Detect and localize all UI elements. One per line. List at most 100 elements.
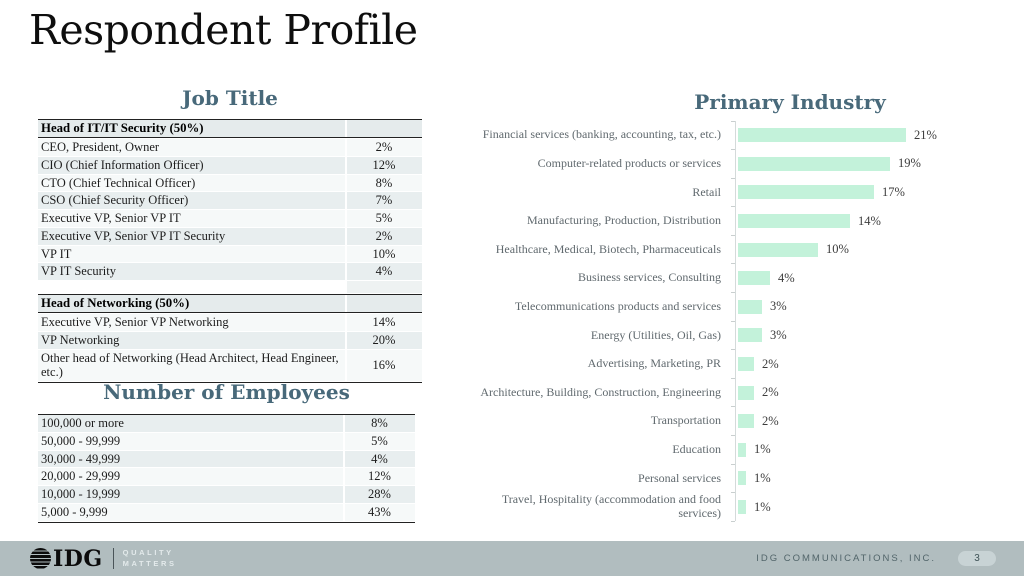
row-value: 12% (345, 468, 415, 485)
employees-table: 100,000 or more 8% 50,000 - 99,999 5% 30,000… (38, 414, 415, 523)
row-label: VP Networking (38, 331, 345, 349)
footer: IDG QUALITY MATTERS IDG COMMUNICATIONS, … (0, 541, 1024, 576)
bar-track: 2% (731, 349, 1018, 379)
footer-tagline-line1: QUALITY (122, 547, 174, 557)
chart-row: Manufacturing, Production, Distribution 1… (470, 206, 1018, 236)
industry-bar (738, 471, 746, 486)
industry-value-label: 17% (882, 184, 905, 199)
bar-track: 3% (731, 292, 1018, 322)
chart-row: Computer-related products or services 19% (470, 149, 1018, 179)
row-value: 43% (345, 503, 415, 521)
bar-track: 2% (731, 377, 1018, 407)
bar-track: 17% (731, 177, 1018, 207)
table-row: CEO, President, Owner 2% (38, 139, 422, 156)
table-section-header-row: Head of IT/IT Security (50%) (38, 119, 422, 139)
job-title-heading: Job Title (182, 86, 278, 110)
industry-category-label: Healthcare, Medical, Biotech, Pharmaceut… (495, 241, 721, 256)
chart-row: Personal services 1% (470, 463, 1018, 493)
row-value: 12% (347, 156, 422, 174)
industry-value-label: 19% (898, 156, 921, 171)
industry-category-label: Energy (Utilities, Oil, Gas) (590, 327, 721, 342)
industry-bar (738, 214, 850, 229)
row-value (347, 295, 422, 313)
industry-value-label: 3% (770, 299, 787, 314)
job-title-table: Head of IT/IT Security (50%) CEO, Preside… (38, 119, 422, 384)
row-label: 10,000 - 19,999 (38, 486, 343, 503)
industry-bar (738, 328, 762, 343)
chart-row: Travel, Hospitality (accommodation and f… (470, 492, 1018, 522)
row-value: 28% (345, 486, 415, 503)
row-label: Other head of Networking (Head Architect… (38, 349, 345, 382)
footer-meta: IDG COMMUNICATIONS, INC. 3 (756, 551, 996, 566)
row-value: 2% (347, 227, 422, 245)
industry-bar (738, 385, 754, 400)
industry-value-label: 1% (754, 470, 771, 485)
industry-category-label: Architecture, Building, Construction, En… (480, 384, 721, 399)
idg-globe-logo-icon (30, 548, 51, 569)
slide-title: Respondent Profile (29, 6, 418, 54)
industry-bar (738, 299, 762, 314)
chart-row: Transportation 2% (470, 406, 1018, 436)
bar-track: 3% (731, 320, 1018, 350)
industry-value-label: 21% (914, 127, 937, 142)
table-spacer-row (38, 281, 422, 294)
row-value (347, 120, 422, 138)
footer-tagline: QUALITY MATTERS (123, 548, 177, 570)
employees-heading: Number of Employees (103, 380, 350, 404)
page-number: 3 (974, 553, 980, 564)
industry-category-label: Telecommunications products and services (514, 298, 721, 313)
row-label: CTO (Chief Technical Officer) (38, 174, 345, 192)
industry-category-label: Travel, Hospitality (accommodation and f… (501, 492, 721, 521)
industry-category-label: Advertising, Marketing, PR (587, 356, 721, 371)
industry-value-label: 2% (762, 385, 779, 400)
industry-category-label: Financial services (banking, accounting,… (482, 127, 721, 142)
row-value: 4% (345, 450, 415, 468)
table-row: 50,000 - 99,999 5% (38, 432, 415, 450)
bar-track: 1% (731, 463, 1018, 493)
row-label: 100,000 or more (38, 415, 343, 432)
industry-category-label: Transportation (650, 413, 721, 428)
row-label: Executive VP, Senior VP IT Security (38, 227, 345, 245)
bar-track: 4% (731, 263, 1018, 293)
industry-value-label: 4% (778, 270, 795, 285)
table-row: 10,000 - 19,999 28% (38, 486, 415, 503)
industry-bar (738, 185, 874, 200)
industry-bar (738, 357, 754, 372)
table-row: VP IT 10% (38, 245, 422, 263)
bar-track: 1% (731, 435, 1018, 465)
table-row: CIO (Chief Information Officer) 12% (38, 156, 422, 174)
chart-row: Healthcare, Medical, Biotech, Pharmaceut… (470, 234, 1018, 264)
industry-value-label: 3% (770, 327, 787, 342)
page-number-badge: 3 (958, 551, 996, 566)
table-row: VP IT Security 4% (38, 263, 422, 281)
chart-row: Advertising, Marketing, PR 2% (470, 349, 1018, 379)
row-value: 4% (347, 263, 422, 281)
row-value: 16% (347, 349, 422, 382)
bar-track: 10% (731, 234, 1018, 264)
row-label: 50,000 - 99,999 (38, 432, 343, 450)
primary-industry-heading: Primary Industry (694, 90, 886, 114)
industry-value-label: 1% (754, 499, 771, 514)
table-row: VP Networking 20% (38, 331, 422, 349)
row-value: 8% (347, 174, 422, 192)
row-value: 8% (345, 415, 415, 432)
row-value: 2% (347, 139, 422, 156)
bar-track: 21% (731, 120, 1018, 150)
primary-industry-chart: Financial services (banking, accounting,… (470, 120, 1018, 522)
table-row: Executive VP, Senior VP Networking 14% (38, 314, 422, 331)
bar-track: 19% (731, 149, 1018, 179)
industry-bar (738, 271, 770, 286)
row-label: 20,000 - 29,999 (38, 468, 343, 485)
chart-row: Business services, Consulting 4% (470, 263, 1018, 293)
bar-track: 14% (731, 206, 1018, 236)
row-label: VP IT Security (38, 263, 345, 281)
table-row: Other head of Networking (Head Architect… (38, 349, 422, 382)
bar-track: 1% (731, 492, 1018, 522)
industry-value-label: 2% (762, 356, 779, 371)
industry-category-label: Business services, Consulting (578, 270, 721, 285)
industry-value-label: 10% (826, 242, 849, 257)
chart-row: Architecture, Building, Construction, En… (470, 377, 1018, 407)
table-row: 100,000 or more 8% (38, 415, 415, 432)
row-value: 10% (347, 245, 422, 263)
